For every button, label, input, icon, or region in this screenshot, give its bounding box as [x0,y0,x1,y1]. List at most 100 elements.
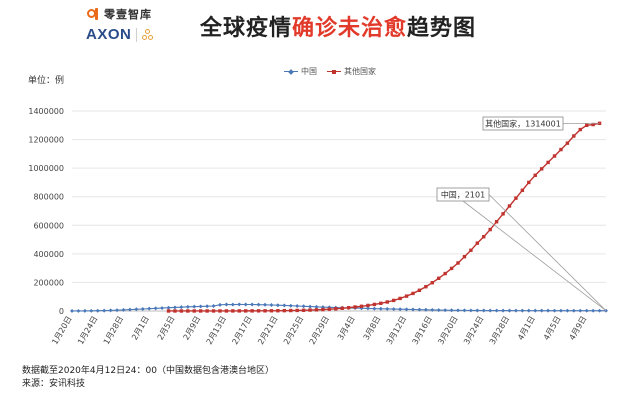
series-0-point-18 [185,304,190,309]
legend-marker-china [284,69,298,75]
series-0-point-32 [275,303,280,308]
brand-name: 零壹智库 [104,8,152,21]
brand: 零壹智库 AXON [86,6,176,46]
footer-note: 数据截至2020年4月12日24：00（中国数据包含港澳台地区） [22,366,274,376]
series-0-point-27 [243,302,248,307]
series-1-point-29 [353,305,357,309]
annotation-leader-1-b [462,200,607,312]
series-1-point-34 [385,300,389,304]
series-1-point-1 [173,309,177,313]
series-0-point-35 [295,304,300,308]
series-0-point-9 [127,307,132,312]
series-1-point-45 [456,261,460,265]
series-0-point-66 [494,308,499,313]
x-tick-label-12: 3月8日 [362,315,383,342]
y-tick-label-7: 1400000 [28,107,64,116]
series-0-point-24 [224,302,229,307]
x-tick-label-20: 4月9日 [568,315,589,342]
series-1-point-7 [211,309,216,313]
series-0-point-65 [488,308,493,313]
x-tick-label-2: 1月28日 [102,315,125,347]
x-tick-label-6: 2月13日 [205,315,228,347]
annotation-box-0 [482,116,564,131]
series-0-point-57 [436,308,441,313]
series-0-point-19 [192,304,197,309]
series-0-point-29 [256,302,261,307]
title-part-1: 全球疫情 [200,16,293,41]
legend-label-china: 中国 [301,67,317,76]
series-0-point-76 [558,308,563,313]
series-1-point-49 [482,235,486,239]
series-0-point-52 [404,307,409,312]
series-1-point-59 [546,160,550,165]
series-1-point-19 [289,308,293,313]
y-tick-label-1: 200000 [33,278,64,287]
annotation-leader-1 [488,194,607,311]
y-axis-unit: 单位：例 [28,76,65,86]
series-0-point-22 [211,304,216,308]
series-1-point-63 [572,134,576,138]
series-1-point-32 [372,302,377,307]
series-0-point-31 [269,303,274,307]
x-tick-label-13: 3月12日 [385,315,408,347]
x-tick-label-4: 2月5日 [156,315,177,342]
series-0-point-71 [526,308,531,313]
series-0-point-11 [140,307,145,311]
series-0-point-49 [385,306,390,311]
series-1-point-30 [359,304,364,308]
series-1-point-31 [366,303,370,308]
series-1-point-20 [295,308,299,313]
series-0-point-3 [89,308,94,313]
series-1-point-54 [514,196,518,200]
series-0-point-30 [263,302,267,307]
series-1-point-47 [469,248,473,252]
series-0-point-36 [301,304,306,309]
series-1-point-56 [527,180,531,185]
series-0-point-73 [539,308,544,313]
series-1-point-21 [301,308,306,312]
series-1-point-24 [321,307,325,312]
series-0-point-26 [237,302,242,307]
series-0-point-62 [468,308,473,313]
x-tick-label-5: 2月9日 [182,315,203,342]
series-1-point-22 [308,308,312,312]
series-0-point-17 [179,305,184,310]
series-0-point-81 [591,308,596,313]
annotation-label-0: 其他国家，1314001 [485,119,561,129]
series-0-point-25 [230,302,235,307]
series-1-point-40 [424,285,428,289]
legend-label-other: 其他国家 [344,67,376,76]
series-0-point-60 [456,308,461,313]
legend-item-other: 其他国家 [327,66,376,77]
chart-title: 全球疫情确诊未治愈趋势图 [200,10,476,42]
series-1-point-60 [552,154,557,158]
series-0-point-68 [507,308,512,313]
series-1-point-44 [449,266,454,271]
series-1-point-53 [507,204,512,208]
x-tick-label-3: 2月1日 [130,315,151,342]
series-line-0 [71,303,606,312]
series-0-point-6 [108,308,113,313]
x-tick-label-14: 3月16日 [411,315,434,347]
brand-logo-icon [86,7,100,21]
x-tick-label-8: 2月21日 [256,315,279,347]
series-1-point-16 [269,309,274,313]
series-0-point-21 [205,304,210,309]
series-0-point-69 [513,308,518,313]
series-0-point-1 [76,308,81,313]
series-0-point-13 [153,306,158,311]
series-1-point-25 [327,307,332,311]
series-1-point-26 [334,307,338,311]
series-1-point-14 [256,309,261,313]
y-tick-label-0: 0 [59,307,64,316]
series-1-point-17 [276,309,280,313]
x-tick-label-9: 2月25日 [282,315,305,347]
series-0-point-15 [166,305,171,310]
y-tick-label-4: 800000 [33,193,64,202]
series-0-point-28 [250,302,255,307]
x-tick-label-1: 1月24日 [76,315,99,347]
series-0-point-7 [115,308,120,313]
series-0-point-70 [520,308,525,313]
series-1-point-41 [430,281,434,285]
